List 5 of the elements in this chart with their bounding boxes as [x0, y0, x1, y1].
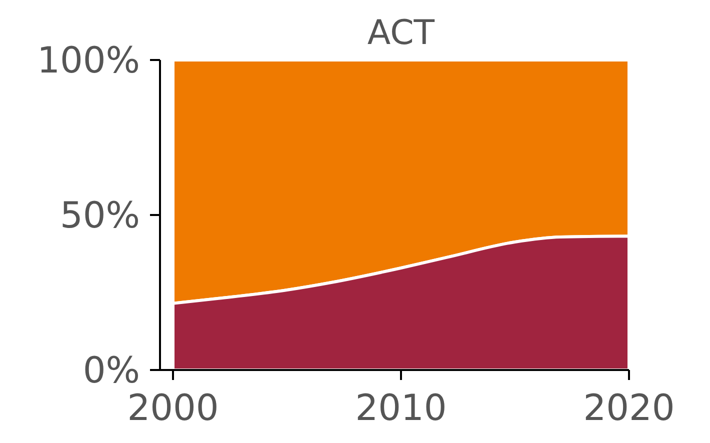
x-tick-label: 2010: [355, 388, 447, 429]
chart-title: ACT: [367, 13, 435, 53]
x-tick-label: 2020: [583, 388, 675, 429]
y-tick-label: 100%: [37, 40, 140, 82]
y-tick-label: 50%: [60, 196, 140, 237]
